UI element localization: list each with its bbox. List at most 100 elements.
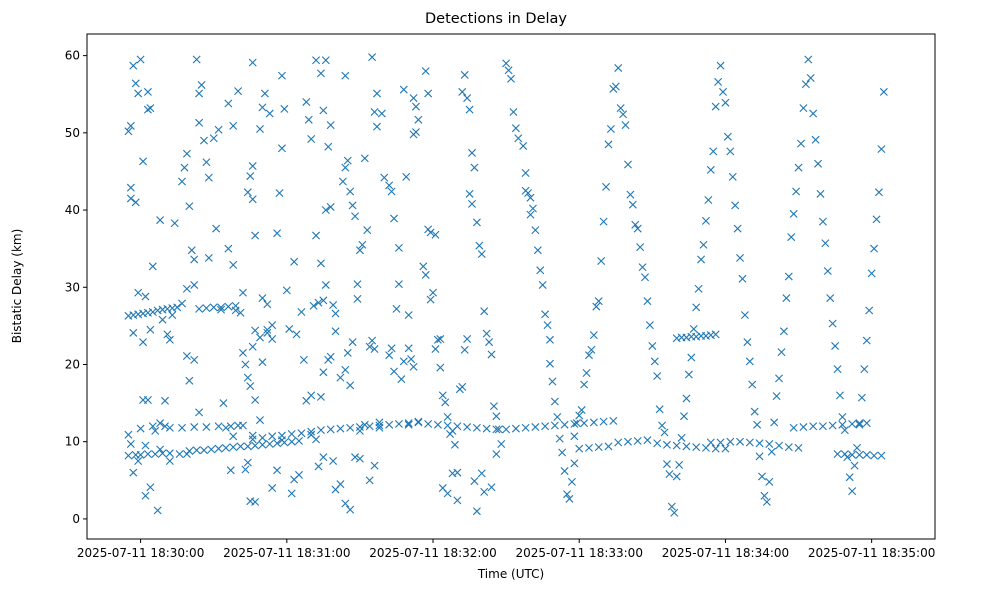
data-point-clutter: [178, 299, 187, 308]
data-point-clutter: [733, 224, 742, 233]
data-point-clutter: [226, 466, 235, 475]
data-point-clutter: [750, 407, 759, 416]
data-point-tracks: [355, 426, 364, 435]
data-point-tracks: [375, 421, 384, 430]
data-point-clutter: [297, 307, 306, 316]
data-point-clutter: [307, 391, 316, 400]
data-point-clutter: [436, 363, 445, 372]
data-point-clutter: [582, 368, 591, 377]
data-point-clutter: [840, 426, 849, 435]
data-point-tracks: [199, 446, 208, 455]
data-point-tracks: [336, 424, 345, 433]
data-point-clutter: [602, 182, 611, 191]
data-point-clutter: [229, 260, 238, 269]
data-point-clutter: [236, 308, 245, 317]
data-point-clutter: [195, 118, 204, 127]
data-point-clutter: [853, 443, 862, 452]
data-point-clutter: [319, 296, 328, 305]
data-point-clutter: [185, 376, 194, 385]
data-point-tracks: [195, 304, 204, 313]
data-point-tracks: [550, 421, 559, 430]
data-point-clutter: [268, 484, 277, 493]
data-point-clutter: [636, 243, 645, 252]
data-point-clutter: [126, 440, 135, 449]
data-point-clutter: [165, 457, 174, 465]
data-point-clutter: [304, 115, 313, 124]
x-tick-label: 2025-07-11 18:35:00: [808, 546, 935, 560]
data-point-tracks: [214, 422, 223, 431]
data-point-clutter: [619, 110, 628, 119]
data-point-clutter: [234, 87, 243, 96]
data-point-clutter: [399, 357, 408, 366]
data-point-clutter: [823, 267, 832, 276]
data-point-clutter: [748, 380, 757, 389]
data-point-clutter: [251, 396, 260, 404]
chart-title: Detections in Delay: [425, 11, 567, 27]
data-point-clutter: [129, 61, 138, 70]
data-point-clutter: [343, 348, 352, 357]
data-point-clutter: [251, 497, 260, 506]
data-point-clutter: [565, 494, 574, 503]
data-point-clutter: [826, 294, 835, 303]
data-point-clutter: [295, 470, 303, 479]
data-point-clutter: [850, 461, 859, 470]
data-point-clutter: [182, 149, 191, 158]
data-point-tracks: [711, 330, 720, 339]
data-point-clutter: [472, 507, 481, 516]
data-point-clutter: [675, 460, 684, 469]
data-point-clutter: [221, 423, 230, 432]
data-point-clutter: [870, 244, 879, 253]
data-point-clutter: [658, 421, 667, 430]
data-point-clutter: [302, 97, 311, 106]
data-point-tracks: [226, 422, 235, 431]
data-point-tracks: [580, 419, 589, 428]
data-point-tracks: [190, 423, 199, 432]
data-point-clutter: [256, 124, 264, 133]
data-point-clutter: [370, 108, 379, 116]
data-point-clutter: [872, 215, 881, 224]
data-point-clutter: [234, 421, 243, 430]
data-point-clutter: [550, 397, 559, 406]
data-point-clutter: [528, 204, 537, 213]
data-point-clutter: [392, 304, 401, 313]
data-point-clutter: [538, 280, 547, 289]
data-point-tracks: [202, 304, 211, 313]
data-point-clutter: [848, 487, 857, 496]
data-point-clutter: [316, 259, 325, 268]
data-point-tracks: [848, 450, 857, 459]
data-point-clutter: [287, 489, 296, 498]
data-point-clutter: [326, 121, 335, 130]
data-point-tracks: [726, 437, 735, 446]
data-point-clutter: [648, 341, 657, 350]
data-point-clutter: [156, 216, 165, 225]
data-point-clutter: [682, 394, 691, 403]
data-point-clutter: [497, 440, 506, 449]
data-point-clutter: [736, 253, 745, 262]
data-point-clutter: [811, 135, 820, 144]
data-point-clutter: [448, 426, 457, 435]
data-point-clutter: [597, 257, 606, 266]
data-point-tracks: [633, 436, 642, 445]
data-point-clutter: [860, 365, 869, 374]
data-point-clutter: [792, 187, 801, 196]
data-point-clutter: [806, 74, 815, 83]
data-point-clutter: [470, 163, 479, 172]
data-point-clutter: [312, 56, 321, 65]
data-point-clutter: [163, 330, 172, 339]
data-point-clutter: [343, 156, 352, 165]
x-tick-label: 2025-07-11 18:34:00: [662, 546, 789, 560]
data-point-tracks: [251, 441, 260, 450]
data-point-clutter: [146, 104, 155, 113]
data-point-clutter: [477, 250, 486, 259]
data-point-clutter: [436, 335, 445, 343]
data-point-clutter: [789, 209, 798, 218]
data-point-clutter: [653, 372, 662, 381]
data-point-clutter: [465, 105, 474, 114]
data-point-clutter: [153, 506, 162, 515]
data-point-clutter: [263, 325, 272, 334]
data-point-clutter: [307, 430, 316, 439]
data-point-clutter: [838, 413, 847, 421]
data-point-tracks: [599, 417, 608, 426]
data-point-tracks: [258, 440, 267, 449]
